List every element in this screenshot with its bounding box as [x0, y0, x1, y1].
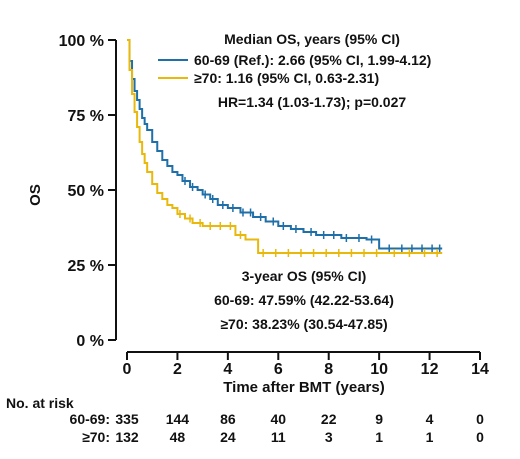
- legend-title: Median OS, years (95% CI): [224, 31, 400, 47]
- survival-curve-60-69: [127, 39, 443, 250]
- x-tick-label: 14: [471, 361, 489, 378]
- risk-row-label: ≥70:: [82, 429, 110, 445]
- risk-count: 1: [426, 429, 434, 445]
- x-tick-label: 6: [274, 361, 283, 378]
- risk-count: 24: [220, 429, 236, 445]
- legend: Median OS, years (95% CI) 60-69 (Ref.): …: [158, 31, 431, 110]
- y-tick-label: 75 %: [68, 108, 104, 125]
- y-tick-label: 0 %: [76, 333, 104, 350]
- hazard-ratio-label: HR=1.34 (1.03-1.73); p=0.027: [218, 94, 407, 110]
- axes: 0 % 25 % 50 % 75 % 100 % 0 2 4 6 8 10 12 14: [59, 33, 489, 378]
- risk-count: 3: [325, 429, 333, 445]
- survival-curve-70plus: [127, 39, 443, 254]
- risk-count: 144: [166, 411, 190, 427]
- risk-count: 11: [271, 429, 286, 445]
- y-tick-label: 25 %: [68, 258, 104, 275]
- risk-count: 1: [375, 429, 383, 445]
- risk-table: No. at risk 60-69: 335 144 86 40 22 9 4 0≥70: 132…: [6, 395, 484, 445]
- x-ticks: 0 2 4 6 8 10 12 14: [123, 352, 489, 378]
- three-year-os-annotation: 3-year OS (95% CI) 60-69: 47.59% (42.22-…: [214, 268, 394, 332]
- risk-count: 9: [375, 411, 383, 427]
- x-tick-label: 4: [223, 361, 232, 378]
- x-axis-title: Time after BMT (years): [223, 379, 384, 396]
- three-year-os-title: 3-year OS (95% CI): [242, 268, 367, 284]
- risk-count: 86: [220, 411, 236, 427]
- risk-count: 0: [476, 429, 484, 445]
- survival-curves: [127, 39, 443, 257]
- risk-count: 132: [115, 429, 139, 445]
- x-tick-label: 0: [123, 361, 132, 378]
- three-year-os-70plus: ≥70: 38.23% (30.54-47.85): [220, 316, 387, 332]
- x-tick-label: 10: [370, 361, 388, 378]
- risk-table-title: No. at risk: [6, 395, 74, 411]
- y-tick-label: 100 %: [59, 33, 104, 50]
- risk-count: 4: [426, 411, 434, 427]
- legend-label-70plus: ≥70: 1.16 (95% CI, 0.63-2.31): [194, 70, 379, 86]
- y-tick-label: 50 %: [68, 183, 104, 200]
- risk-count: 22: [321, 411, 337, 427]
- x-tick-label: 2: [173, 361, 182, 378]
- risk-count: 40: [270, 411, 286, 427]
- risk-row-label: 60-69:: [70, 411, 110, 427]
- three-year-os-60-69: 60-69: 47.59% (42.22-53.64): [214, 292, 394, 308]
- legend-label-60-69: 60-69 (Ref.): 2.66 (95% CI, 1.99-4.12): [194, 52, 431, 68]
- x-tick-label: 8: [324, 361, 333, 378]
- x-tick-label: 12: [421, 361, 439, 378]
- y-ticks: 0 % 25 % 50 % 75 % 100 %: [59, 33, 116, 350]
- risk-count: 48: [170, 429, 186, 445]
- risk-count: 0: [476, 411, 484, 427]
- y-axis-title: OS: [27, 184, 44, 206]
- risk-count: 335: [115, 411, 139, 427]
